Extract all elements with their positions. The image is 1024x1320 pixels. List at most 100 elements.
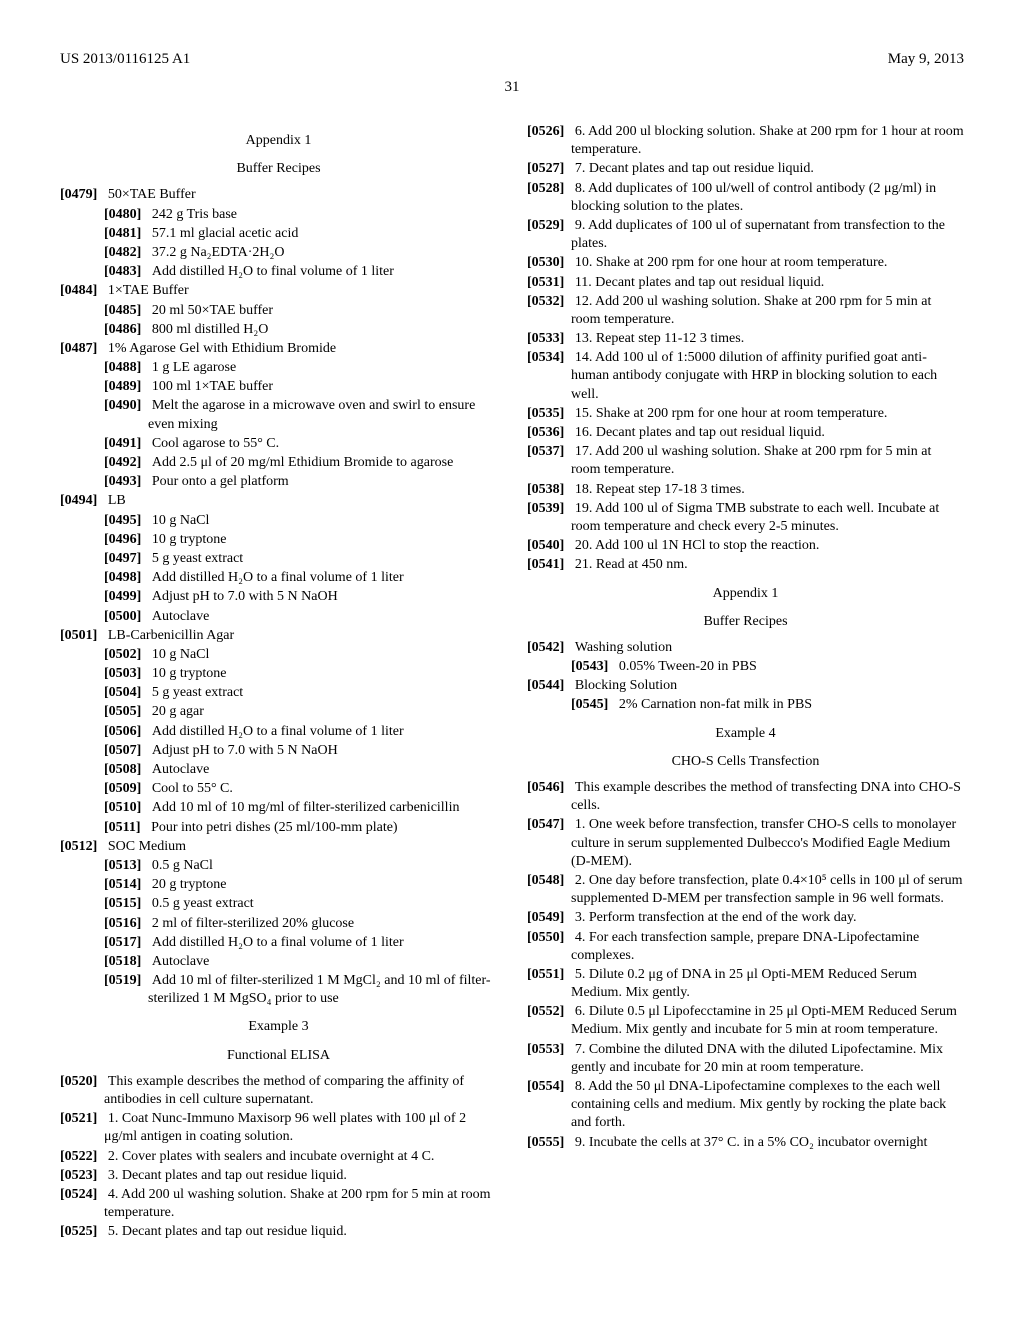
para-0535: [0535] 15. Shake at 200 rpm for one hour… — [527, 405, 964, 423]
para-ref: [0528] — [527, 181, 564, 196]
para-text: 6. Dilute 0.5 μl Lipofecctamine in 25 μl… — [571, 1004, 957, 1037]
page-header: US 2013/0116125 A1 May 9, 2013 — [60, 50, 964, 70]
para-ref: [0489] — [104, 379, 141, 394]
para-text: 20 ml 50×TAE buffer — [152, 303, 273, 318]
para-ref: [0544] — [527, 678, 564, 693]
para-0545: [0545] 2% Carnation non-fat milk in PBS — [527, 696, 964, 714]
para-ref: [0484] — [60, 283, 97, 298]
para-text: Add distilled H₂O to final volume of 1 l… — [152, 264, 394, 279]
left-column: Appendix 1 Buffer Recipes [0479] 50×TAE … — [60, 122, 497, 1243]
para-ref: [0539] — [527, 501, 564, 516]
para-text: 5 g yeast extract — [152, 551, 243, 566]
para-text: Add 2.5 μl of 20 mg/ml Ethidium Bromide … — [152, 455, 453, 470]
para-0549: [0549] 3. Perform transfection at the en… — [527, 909, 964, 927]
para-ref: [0551] — [527, 967, 564, 982]
para-text: 18. Repeat step 17-18 3 times. — [575, 482, 745, 497]
para-0503: [0503] 10 g tryptone — [60, 665, 497, 683]
para-0500: [0500] Autoclave — [60, 608, 497, 626]
para-0547: [0547] 1. One week before transfection, … — [527, 816, 964, 871]
para-0506: [0506] Add distilled H₂O to a final volu… — [60, 723, 497, 741]
para-ref: [0515] — [104, 896, 141, 911]
para-0493: [0493] Pour onto a gel platform — [60, 473, 497, 491]
para-0494: [0494] LB — [60, 492, 497, 510]
para-ref: [0548] — [527, 873, 564, 888]
para-0529: [0529] 9. Add duplicates of 100 ul of su… — [527, 217, 964, 253]
para-text: 7. Combine the diluted DNA with the dilu… — [571, 1042, 943, 1075]
para-0485: [0485] 20 ml 50×TAE buffer — [60, 302, 497, 320]
para-0516: [0516] 2 ml of filter-sterilized 20% glu… — [60, 915, 497, 933]
para-0483: [0483] Add distilled H₂O to final volume… — [60, 263, 497, 281]
para-text: 3. Perform transfection at the end of th… — [575, 910, 857, 925]
para-text: 8. Add the 50 μl DNA-Lipofectamine compl… — [571, 1079, 946, 1130]
para-ref: [0493] — [104, 474, 141, 489]
para-text: 4. Add 200 ul washing solution. Shake at… — [104, 1187, 490, 1220]
para-ref: [0549] — [527, 910, 564, 925]
para-0552: [0552] 6. Dilute 0.5 μl Lipofecctamine i… — [527, 1003, 964, 1039]
para-0502: [0502] 10 g NaCl — [60, 646, 497, 664]
para-0540: [0540] 20. Add 100 ul 1N HCl to stop the… — [527, 537, 964, 555]
para-0536: [0536] 16. Decant plates and tap out res… — [527, 424, 964, 442]
para-0508: [0508] Autoclave — [60, 761, 497, 779]
para-ref: [0519] — [104, 973, 141, 988]
para-text: 20. Add 100 ul 1N HCl to stop the reacti… — [575, 538, 820, 553]
para-text: 3. Decant plates and tap out residue liq… — [108, 1168, 347, 1183]
para-ref: [0502] — [104, 647, 141, 662]
para-ref: [0540] — [527, 538, 564, 553]
para-0496: [0496] 10 g tryptone — [60, 531, 497, 549]
para-0491: [0491] Cool agarose to 55° C. — [60, 435, 497, 453]
para-text: Blocking Solution — [575, 678, 677, 693]
para-0546: [0546] This example describes the method… — [527, 779, 964, 815]
para-0498: [0498] Add distilled H₂O to a final volu… — [60, 569, 497, 587]
para-text: 2% Carnation non-fat milk in PBS — [619, 697, 812, 712]
para-ref: [0488] — [104, 360, 141, 375]
para-0533: [0533] 13. Repeat step 11-12 3 times. — [527, 330, 964, 348]
para-ref: [0516] — [104, 916, 141, 931]
para-ref: [0536] — [527, 425, 564, 440]
appendix-subtitle-r: Buffer Recipes — [527, 613, 964, 631]
para-text: 242 g Tris base — [152, 207, 237, 222]
para-0525: [0525] 5. Decant plates and tap out resi… — [60, 1223, 497, 1241]
para-ref: [0495] — [104, 513, 141, 528]
para-text: 20 g agar — [152, 704, 204, 719]
para-0553: [0553] 7. Combine the diluted DNA with t… — [527, 1041, 964, 1077]
para-ref: [0505] — [104, 704, 141, 719]
para-0528: [0528] 8. Add duplicates of 100 ul/well … — [527, 180, 964, 216]
para-text: 4. For each transfection sample, prepare… — [571, 930, 919, 963]
para-text: 5 g yeast extract — [152, 685, 243, 700]
para-0551: [0551] 5. Dilute 0.2 μg of DNA in 25 μl … — [527, 966, 964, 1002]
para-ref: [0507] — [104, 743, 141, 758]
para-ref: [0500] — [104, 609, 141, 624]
right-column: [0526] 6. Add 200 ul blocking solution. … — [527, 122, 964, 1243]
para-0514: [0514] 20 g tryptone — [60, 876, 497, 894]
para-0505: [0505] 20 g agar — [60, 703, 497, 721]
para-ref: [0538] — [527, 482, 564, 497]
para-text: 19. Add 100 ul of Sigma TMB substrate to… — [571, 501, 939, 534]
para-ref: [0547] — [527, 817, 564, 832]
para-0555: [0555] 9. Incubate the cells at 37° C. i… — [527, 1134, 964, 1152]
example-4-title: Example 4 — [527, 725, 964, 743]
para-ref: [0522] — [60, 1149, 97, 1164]
para-text: Autoclave — [152, 954, 210, 969]
para-ref: [0525] — [60, 1224, 97, 1239]
para-0495: [0495] 10 g NaCl — [60, 512, 497, 530]
para-0487: [0487] 1% Agarose Gel with Ethidium Brom… — [60, 340, 497, 358]
para-ref: [0506] — [104, 724, 141, 739]
para-text: 7. Decant plates and tap out residue liq… — [575, 161, 814, 176]
para-ref: [0520] — [60, 1074, 97, 1089]
para-text: 1. One week before transfection, transfe… — [571, 817, 956, 868]
para-text: 9. Add duplicates of 100 ul of supernata… — [571, 218, 945, 251]
para-0531: [0531] 11. Decant plates and tap out res… — [527, 274, 964, 292]
para-text: Add distilled H₂O to a final volume of 1… — [152, 724, 404, 739]
para-ref: [0494] — [60, 493, 97, 508]
para-text: 37.2 g Na₂EDTA·2H₂O — [152, 245, 285, 260]
para-ref: [0491] — [104, 436, 141, 451]
para-ref: [0555] — [527, 1135, 564, 1150]
doc-number: US 2013/0116125 A1 — [60, 50, 190, 70]
para-ref: [0486] — [104, 322, 141, 337]
para-text: 0.5 g NaCl — [152, 858, 213, 873]
para-text: 6. Add 200 ul blocking solution. Shake a… — [571, 124, 964, 157]
appendix-title-r: Appendix 1 — [527, 585, 964, 603]
para-0532: [0532] 12. Add 200 ul washing solution. … — [527, 293, 964, 329]
para-ref: [0535] — [527, 406, 564, 421]
para-text: 5. Decant plates and tap out residue liq… — [108, 1224, 347, 1239]
